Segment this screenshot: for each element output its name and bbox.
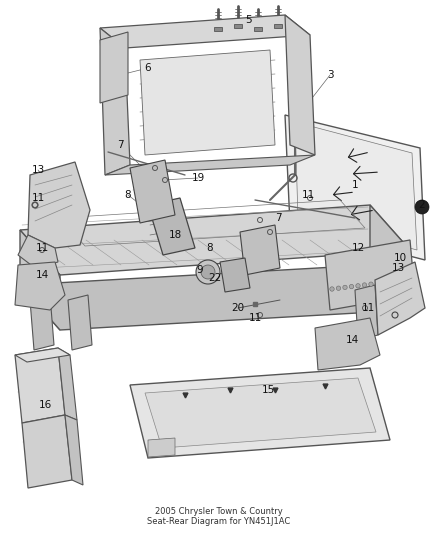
Circle shape: [201, 265, 215, 279]
Text: 14: 14: [35, 270, 49, 280]
Polygon shape: [68, 295, 92, 350]
Polygon shape: [15, 348, 70, 362]
Circle shape: [389, 280, 393, 284]
Polygon shape: [20, 230, 60, 330]
Text: 3: 3: [327, 70, 333, 80]
Polygon shape: [254, 27, 262, 31]
Polygon shape: [148, 438, 175, 457]
Circle shape: [196, 260, 220, 284]
Polygon shape: [100, 28, 130, 175]
Polygon shape: [148, 198, 195, 255]
Circle shape: [369, 282, 373, 286]
Circle shape: [356, 284, 360, 288]
Polygon shape: [100, 32, 128, 103]
Polygon shape: [30, 295, 54, 350]
Polygon shape: [20, 205, 410, 275]
Polygon shape: [58, 348, 77, 420]
Polygon shape: [20, 265, 410, 330]
Polygon shape: [130, 368, 390, 458]
Text: 2005 Chrysler Town & Country: 2005 Chrysler Town & Country: [155, 506, 283, 515]
Text: 12: 12: [351, 243, 364, 253]
Text: Seat-Rear Diagram for YN451J1AC: Seat-Rear Diagram for YN451J1AC: [147, 516, 291, 526]
Polygon shape: [140, 50, 275, 155]
Circle shape: [349, 285, 354, 289]
Polygon shape: [240, 225, 280, 275]
Circle shape: [336, 286, 341, 290]
Text: 14: 14: [346, 335, 359, 345]
Polygon shape: [315, 318, 380, 370]
Text: 11: 11: [301, 190, 314, 200]
Text: 13: 13: [392, 263, 405, 273]
Text: 9: 9: [197, 265, 203, 275]
Polygon shape: [220, 258, 250, 292]
Text: 1: 1: [352, 180, 358, 190]
Text: 13: 13: [32, 165, 45, 175]
Text: 15: 15: [261, 385, 275, 395]
Text: 18: 18: [168, 230, 182, 240]
Polygon shape: [15, 262, 65, 310]
Polygon shape: [105, 155, 315, 175]
Polygon shape: [234, 24, 242, 28]
Text: 19: 19: [191, 173, 205, 183]
Polygon shape: [22, 415, 72, 488]
Circle shape: [395, 279, 399, 283]
Text: 11: 11: [32, 193, 45, 203]
Text: 7: 7: [117, 140, 124, 150]
Circle shape: [415, 200, 429, 214]
Polygon shape: [285, 115, 425, 260]
Text: 8: 8: [207, 243, 213, 253]
Text: 7: 7: [275, 213, 281, 223]
Circle shape: [401, 278, 406, 282]
Text: 20: 20: [231, 303, 244, 313]
Polygon shape: [18, 235, 58, 268]
Polygon shape: [100, 15, 310, 48]
Text: 5: 5: [245, 15, 251, 25]
Polygon shape: [145, 378, 376, 448]
Polygon shape: [274, 24, 282, 28]
Text: 16: 16: [39, 400, 52, 410]
Polygon shape: [15, 348, 65, 423]
Polygon shape: [28, 162, 90, 248]
Text: 11: 11: [35, 243, 49, 253]
Polygon shape: [65, 415, 83, 485]
Circle shape: [330, 287, 334, 291]
Text: 22: 22: [208, 273, 222, 283]
Polygon shape: [285, 15, 315, 155]
Text: 10: 10: [393, 253, 406, 263]
Polygon shape: [355, 285, 378, 340]
Text: 2: 2: [419, 200, 425, 210]
Text: 11: 11: [361, 303, 374, 313]
Polygon shape: [375, 262, 425, 335]
Circle shape: [362, 283, 367, 287]
Circle shape: [375, 281, 380, 286]
Polygon shape: [370, 205, 410, 310]
Polygon shape: [295, 122, 417, 250]
Text: 6: 6: [145, 63, 151, 73]
Polygon shape: [214, 27, 222, 31]
Polygon shape: [325, 240, 415, 310]
Polygon shape: [130, 160, 175, 223]
Text: 11: 11: [248, 313, 261, 323]
Circle shape: [382, 280, 386, 285]
Text: 8: 8: [125, 190, 131, 200]
Circle shape: [343, 285, 347, 289]
